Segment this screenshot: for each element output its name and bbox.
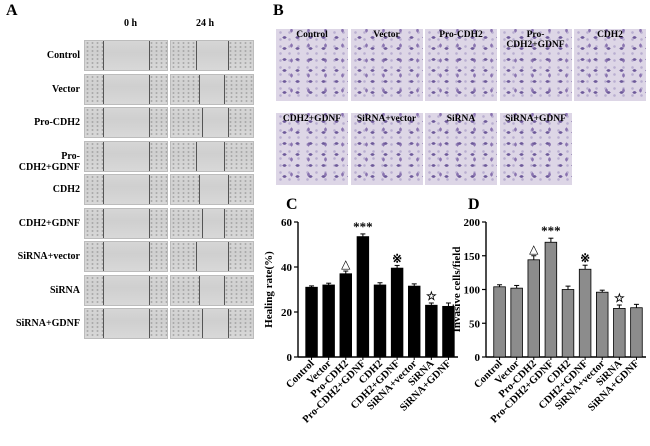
col-header-24h: 24 h <box>196 18 215 29</box>
wound-image-0h <box>84 174 168 205</box>
bar <box>510 287 523 358</box>
bar <box>544 241 558 358</box>
invasion-micrograph: SiRNA+vector <box>350 113 423 185</box>
y-tick-label: 150 <box>464 251 481 263</box>
row-label: CDH2 <box>52 184 80 195</box>
y-axis-label: Healing rate(%) <box>263 251 275 328</box>
wound-image-0h <box>84 140 168 172</box>
row-label: SiRNA+GDNF <box>15 318 80 329</box>
wound-image-0h <box>84 207 168 239</box>
wound-image-24h <box>170 207 254 239</box>
invasion-micrograph: CDH2+GDNF <box>276 113 348 185</box>
wound-image-24h <box>170 274 254 306</box>
invasion-micrograph: SiRNA+GDNF <box>499 113 572 185</box>
micrograph-label: CDH2+GDNF <box>282 114 342 124</box>
bar <box>305 286 318 358</box>
wound-image-24h <box>170 241 254 272</box>
micrograph-label: Pro-CDH2 <box>439 30 483 40</box>
y-tick-label: 0 <box>287 352 293 364</box>
bar <box>408 285 421 358</box>
significance-marker: ☆ <box>614 291 625 305</box>
bar <box>390 267 404 358</box>
invasion-micrograph: Vector <box>350 29 423 101</box>
bar <box>356 236 370 358</box>
y-tick-label: 20 <box>281 307 293 319</box>
bar <box>322 284 335 358</box>
wound-image-0h <box>84 274 168 306</box>
micrograph-label: Vector <box>373 30 400 40</box>
wound-image-24h <box>170 140 254 172</box>
wound-image-0h <box>84 73 168 105</box>
significance-marker: ※ <box>580 251 590 265</box>
row-label: Vector <box>52 83 80 95</box>
panel-d-letter: D <box>468 196 480 213</box>
micrograph-label: SiRNA+vector <box>356 114 417 124</box>
micrograph-label: Control <box>296 30 328 40</box>
row-label: CDH2+GDNF <box>18 217 80 229</box>
y-tick-label: 200 <box>464 217 481 229</box>
micrograph-label: SiRNA <box>446 114 476 124</box>
wound-image-0h <box>84 40 168 71</box>
micrograph-label: Pro-CDH2+GDNF <box>506 30 565 50</box>
bar <box>613 308 626 358</box>
significance-marker: △ <box>341 257 351 271</box>
bar <box>493 286 506 358</box>
row-label: Control <box>46 50 80 61</box>
bar <box>596 291 609 358</box>
wound-image-24h <box>170 73 254 105</box>
y-axis-label: Invasive cells/field <box>451 247 463 333</box>
wound-image-0h <box>84 308 168 339</box>
wound-image-0h <box>84 107 168 138</box>
bar <box>578 268 592 358</box>
micrograph-label: CDH2 <box>597 30 623 40</box>
invasion-micrograph: SiRNA <box>425 113 497 185</box>
invasion-micrograph: Control <box>276 29 348 101</box>
bar <box>561 289 575 358</box>
invasion-micrograph: Pro-CDH2 <box>425 29 497 101</box>
wound-image-24h <box>170 107 254 138</box>
significance-marker: △ <box>529 242 539 256</box>
y-tick-label: 0 <box>475 352 481 364</box>
bar <box>373 284 387 358</box>
y-tick-label: 100 <box>464 285 481 297</box>
y-tick-label: 40 <box>281 262 293 274</box>
row-label: Pro-CDH2 <box>34 117 80 128</box>
micrograph-label: SiRNA+GDNF <box>505 114 566 124</box>
wound-image-0h <box>84 241 168 272</box>
bar <box>630 307 643 358</box>
wound-image-24h <box>170 174 254 205</box>
col-header-0h: 0 h <box>124 18 138 29</box>
panel-b-letter: B <box>273 2 284 19</box>
significance-marker: *** <box>353 219 373 234</box>
invasion-micrograph: Pro-CDH2+GDNF <box>499 29 572 101</box>
wound-image-24h <box>170 308 254 339</box>
row-label: SiRNA+vector <box>17 251 80 262</box>
y-tick-label: 50 <box>469 318 481 330</box>
y-tick-label: 60 <box>281 217 293 229</box>
wound-image-24h <box>170 40 254 71</box>
panel-a-letter: A <box>6 2 18 19</box>
bar <box>339 273 352 358</box>
invasion-micrograph: CDH2 <box>574 29 646 101</box>
significance-marker: ☆ <box>426 289 437 303</box>
row-label: Pro-CDH2+GDNF <box>18 150 80 173</box>
bar <box>527 259 540 358</box>
significance-marker: ※ <box>392 251 402 265</box>
row-label: SiRNA <box>49 284 80 296</box>
significance-marker: *** <box>541 223 561 238</box>
panel-c-letter: C <box>286 196 298 213</box>
